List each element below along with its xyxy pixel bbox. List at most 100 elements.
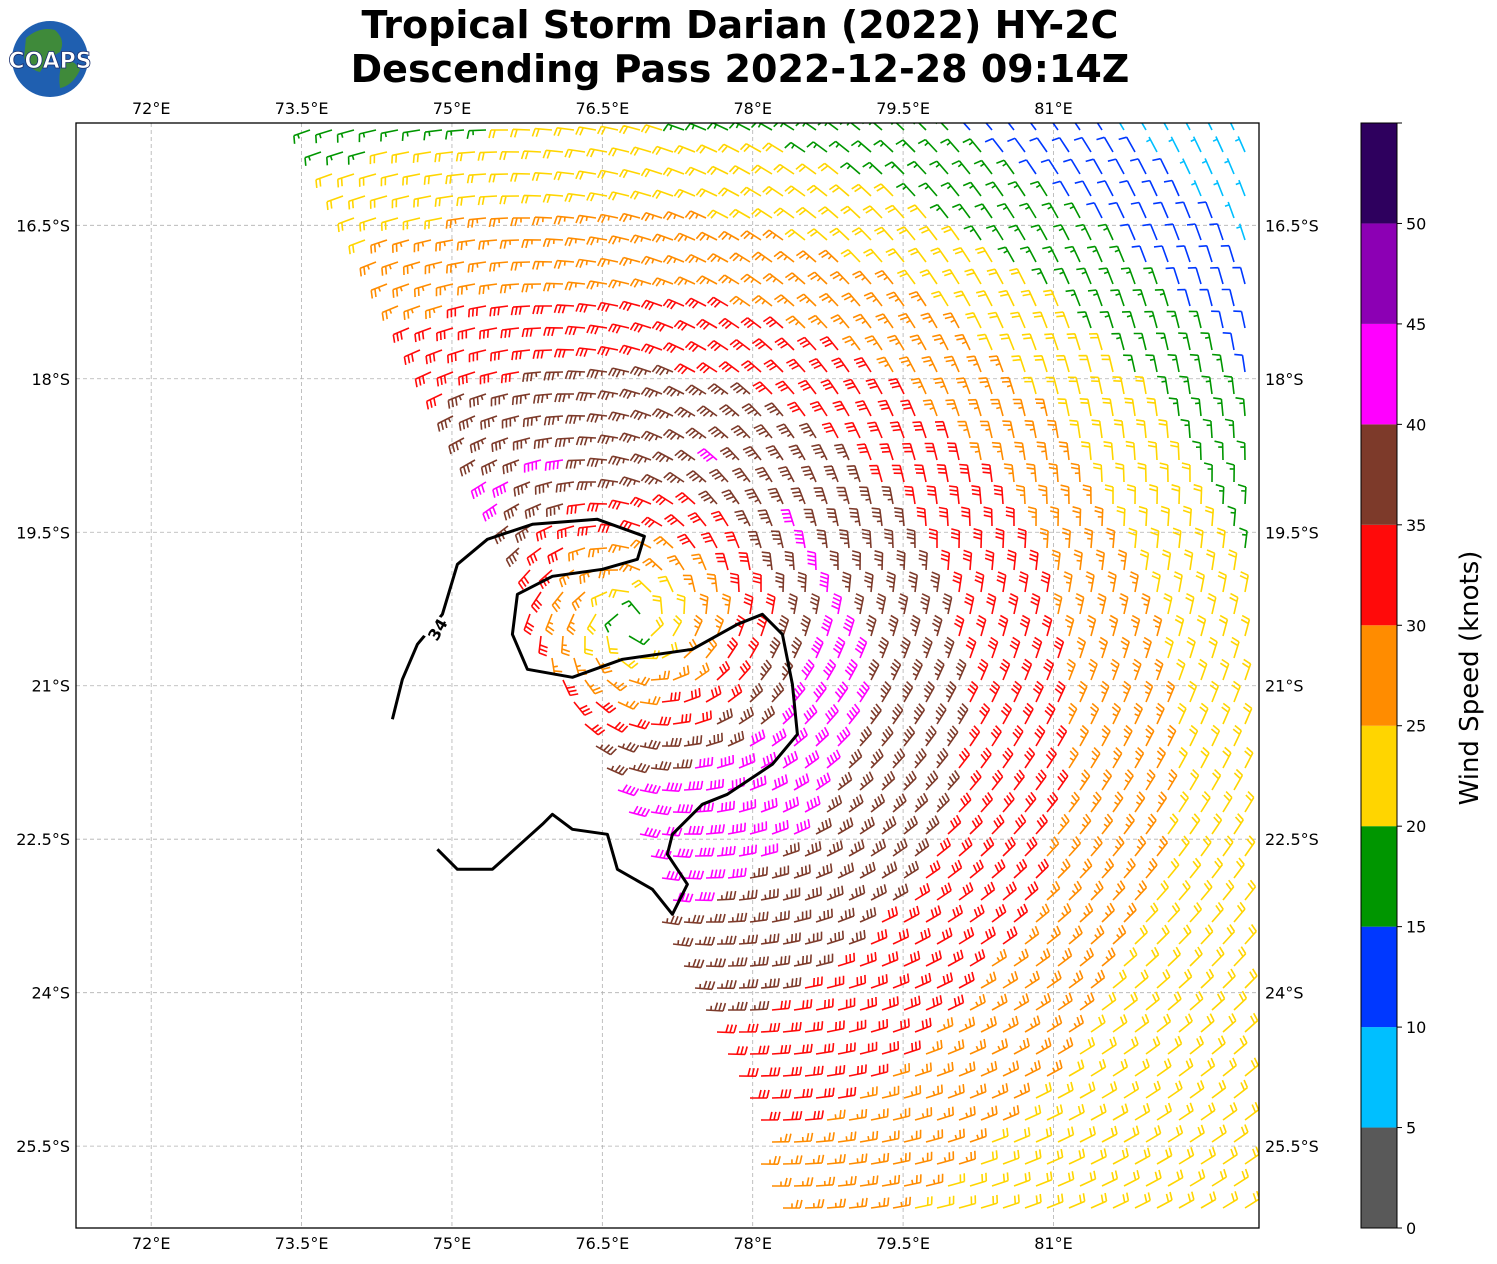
wind-barb [1142, 223, 1158, 241]
wind-barb [1180, 418, 1191, 439]
wind-barb [1101, 902, 1115, 923]
wind-barb [823, 465, 839, 483]
wind-barb [751, 164, 773, 175]
wind-barb [898, 593, 909, 615]
wind-barb [683, 688, 701, 703]
wind-barb [1122, 680, 1132, 703]
wind-barb [717, 187, 740, 197]
wind-barb [888, 378, 905, 395]
wind-barb [1244, 1146, 1259, 1165]
wind-barb [1011, 355, 1026, 373]
y-tick-label-right: 24°S [1265, 984, 1304, 1003]
wind-barb [760, 978, 780, 989]
wind-barb [597, 345, 619, 357]
wind-barb [952, 246, 971, 263]
wind-barb [913, 703, 926, 725]
wind-barb [729, 252, 751, 263]
wind-barb [854, 636, 868, 659]
wind-barb [963, 225, 982, 241]
wind-barb [673, 232, 696, 242]
wind-barb [1211, 769, 1222, 791]
wind-barb [1035, 903, 1050, 923]
wind-barb [848, 839, 865, 857]
wind-barb [800, 614, 811, 637]
wind-barb [621, 600, 641, 615]
wind-barb [1013, 858, 1028, 879]
wind-barb [1057, 992, 1073, 1011]
wind-barb [542, 193, 564, 203]
wind-barb [1145, 354, 1158, 373]
wind-barb [1155, 702, 1165, 725]
wind-barb [673, 363, 696, 375]
wind-barb [985, 181, 1004, 197]
wind-barb [1035, 769, 1047, 791]
wind-barb [988, 355, 1004, 373]
wind-barb [510, 217, 530, 227]
wind-barb [1043, 658, 1055, 681]
wind-barb [1112, 924, 1127, 945]
wind-barb [1101, 769, 1113, 791]
wind-barb [1189, 1035, 1205, 1055]
wind-barb [892, 838, 908, 857]
wind-barb [870, 884, 887, 901]
wind-barb [1103, 441, 1114, 461]
wind-barb [729, 382, 751, 395]
wind-barb [1090, 1148, 1107, 1165]
wind-barb [815, 1043, 835, 1055]
wind-barb [674, 449, 696, 462]
wind-barb [380, 129, 399, 142]
wind-barb [1227, 505, 1237, 527]
wind-barb [892, 1107, 911, 1121]
wind-barb [706, 573, 718, 593]
wind-barb [651, 451, 674, 463]
wind-barb [639, 827, 661, 839]
wind-barb [959, 463, 971, 483]
wind-barb [652, 494, 674, 506]
wind-barb [1206, 549, 1216, 571]
wind-barb [977, 333, 993, 351]
wind-barb [762, 185, 784, 197]
wind-barb [1002, 1015, 1019, 1033]
wind-barb [597, 213, 619, 224]
wind-barb [1002, 1105, 1020, 1121]
wind-barb [848, 794, 864, 813]
wind-barb [532, 349, 553, 359]
wind-barb [762, 316, 784, 329]
wind-barb [1057, 813, 1070, 835]
wind-barb [651, 277, 674, 287]
wind-barb [917, 138, 938, 153]
wind-barb [870, 1063, 889, 1077]
wind-barb [900, 636, 911, 659]
wind-barb [991, 441, 1004, 461]
wind-barb [743, 593, 754, 615]
wind-barb [662, 385, 685, 397]
globe-land-shape [24, 29, 63, 72]
wind-barb [661, 737, 682, 747]
wind-barb [1224, 418, 1235, 439]
wind-barb [436, 327, 454, 342]
wind-barb [1112, 376, 1125, 395]
wind-barb [907, 247, 927, 263]
wind-barb [914, 882, 931, 901]
wind-barb [793, 1088, 813, 1099]
axis-ticks: 72°E72°E73.5°E73.5°E75°E75°E76.5°E76.5°E… [16, 99, 1319, 1253]
x-tick-label-top: 81°E [1034, 99, 1072, 118]
wind-barb [414, 327, 432, 343]
wind-barb [503, 503, 520, 521]
wind-barb [710, 510, 729, 527]
wind-barb [584, 723, 606, 736]
wind-barb [1057, 1081, 1074, 1099]
wind-barb [738, 934, 759, 945]
wind-barb [1134, 375, 1147, 395]
wind-barb [1053, 636, 1065, 659]
wind-barb [999, 333, 1015, 351]
wind-barb [640, 211, 663, 222]
wind-barb [913, 123, 927, 131]
wind-barb [986, 268, 1004, 285]
wind-barb [786, 401, 806, 417]
wind-barb [919, 269, 938, 285]
wind-barb [523, 613, 535, 636]
wind-barb [1090, 1192, 1108, 1209]
wind-barb [1018, 159, 1037, 175]
wind-barb [1189, 857, 1202, 879]
